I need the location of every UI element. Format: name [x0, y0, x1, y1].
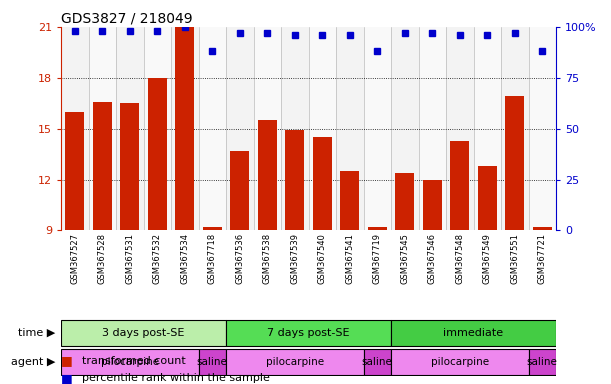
Text: ■: ■ [61, 354, 73, 367]
Bar [116, 27, 144, 230]
Text: pilocarpine: pilocarpine [431, 357, 489, 367]
Bar [309, 27, 336, 230]
Bar [281, 27, 309, 230]
Bar [395, 173, 414, 230]
Bar [226, 320, 391, 346]
Bar [285, 130, 304, 230]
Text: immediate: immediate [444, 328, 503, 338]
Bar [446, 27, 474, 230]
Bar [529, 27, 556, 230]
Bar [391, 320, 556, 346]
Bar [368, 227, 387, 230]
Text: saline: saline [362, 357, 393, 367]
Bar [226, 27, 254, 230]
Bar [258, 120, 277, 230]
Bar [144, 27, 171, 230]
Bar [529, 349, 556, 375]
Bar [61, 27, 89, 230]
Bar [501, 27, 529, 230]
Text: saline: saline [197, 357, 228, 367]
Bar [391, 349, 529, 375]
Bar [419, 27, 446, 230]
Bar [93, 101, 112, 230]
Bar [474, 27, 501, 230]
Bar [230, 151, 249, 230]
Bar [89, 27, 116, 230]
Bar [340, 171, 359, 230]
Text: agent ▶: agent ▶ [10, 357, 55, 367]
Text: GDS3827 / 218049: GDS3827 / 218049 [61, 12, 192, 26]
Bar [148, 78, 167, 230]
Bar [120, 103, 139, 230]
Bar [254, 27, 281, 230]
Bar [171, 27, 199, 230]
Text: 7 days post-SE: 7 days post-SE [267, 328, 350, 338]
Bar [313, 137, 332, 230]
Text: 3 days post-SE: 3 days post-SE [103, 328, 185, 338]
Bar [65, 112, 84, 230]
Bar [423, 180, 442, 230]
Bar [203, 227, 222, 230]
Text: transformed count: transformed count [82, 356, 186, 366]
Bar [226, 349, 364, 375]
Text: pilocarpine: pilocarpine [266, 357, 324, 367]
Bar [61, 349, 199, 375]
Bar [199, 349, 226, 375]
Bar [336, 27, 364, 230]
Bar [533, 227, 552, 230]
Bar [61, 320, 226, 346]
Text: pilocarpine: pilocarpine [101, 357, 159, 367]
Bar [450, 141, 469, 230]
Text: time ▶: time ▶ [18, 328, 55, 338]
Bar [391, 27, 419, 230]
Bar [505, 96, 524, 230]
Bar [364, 349, 391, 375]
Text: saline: saline [527, 357, 558, 367]
Text: percentile rank within the sample: percentile rank within the sample [82, 373, 270, 383]
Bar [364, 27, 391, 230]
Bar [175, 27, 194, 230]
Bar [478, 166, 497, 230]
Text: ■: ■ [61, 372, 73, 384]
Bar [199, 27, 226, 230]
